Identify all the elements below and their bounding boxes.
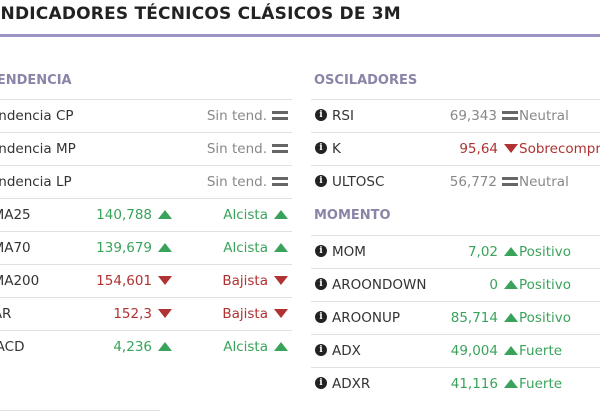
indicator-label: MOM bbox=[332, 244, 366, 260]
indicator-value: 139,679 bbox=[96, 240, 152, 256]
indicator-signal: Neutral bbox=[519, 174, 569, 190]
indicator-signal: Alcista bbox=[223, 339, 268, 355]
indicator-label: Tendencia LP bbox=[0, 174, 72, 190]
indicator-value: 49,004 bbox=[450, 343, 498, 359]
indicator-signal: Alcista bbox=[223, 240, 268, 256]
table-row: i RSI 69,343 Neutral bbox=[311, 99, 600, 132]
info-circle-icon[interactable]: i bbox=[315, 278, 327, 290]
indicator-signal: Sobrecompra bbox=[519, 141, 600, 157]
triangle-up-icon bbox=[158, 209, 172, 219]
section-title-momento: MOMENTO bbox=[314, 208, 391, 223]
triangle-up-icon bbox=[504, 378, 518, 388]
indicator-signal: Bajista bbox=[222, 273, 268, 289]
table-row: iK 95,64 Sobrecompra bbox=[311, 132, 600, 165]
table-row: SAR 152,3 Bajista bbox=[0, 297, 292, 330]
indicator-signal: Sin tend. bbox=[206, 141, 267, 157]
equals-icon bbox=[502, 176, 518, 186]
indicator-signal: Fuerte bbox=[519, 376, 563, 392]
indicator-value: 7,02 bbox=[467, 244, 498, 260]
triangle-up-icon bbox=[274, 209, 288, 219]
indicator-value: 41,116 bbox=[450, 376, 498, 392]
indicator-label: ADX bbox=[332, 343, 361, 359]
indicator-value: 154,601 bbox=[96, 273, 152, 289]
indicator-signal: Neutral bbox=[519, 108, 569, 124]
equals-icon bbox=[502, 110, 518, 120]
triangle-down-icon bbox=[158, 308, 172, 318]
triangle-down-icon bbox=[274, 308, 288, 318]
table-row: Tendencia CP Sin tend. bbox=[0, 99, 292, 132]
indicator-label: AROONUP bbox=[332, 310, 400, 326]
indicator-label: K bbox=[332, 141, 341, 157]
title-divider bbox=[0, 34, 600, 37]
table-row: Tendencia MP Sin tend. bbox=[0, 132, 292, 165]
indicator-value: 4,236 bbox=[113, 339, 152, 355]
divider bbox=[0, 410, 160, 411]
indicator-label: ULTOSC bbox=[332, 174, 385, 190]
indicator-label: SMA200 bbox=[0, 273, 40, 289]
triangle-up-icon bbox=[158, 242, 172, 252]
table-row: MACD 4,236 Alcista bbox=[0, 330, 292, 363]
indicator-label: MACD bbox=[0, 339, 25, 355]
info-circle-icon[interactable]: i bbox=[315, 344, 327, 356]
indicator-label: RSI bbox=[332, 108, 354, 124]
equals-icon bbox=[272, 110, 288, 120]
info-circle-icon[interactable]: i bbox=[315, 109, 327, 121]
triangle-up-icon bbox=[504, 312, 518, 322]
triangle-up-icon bbox=[158, 341, 172, 351]
info-circle-icon[interactable]: i bbox=[315, 142, 327, 154]
indicator-signal: Positivo bbox=[519, 310, 571, 326]
indicator-value: 56,772 bbox=[449, 174, 497, 190]
equals-icon bbox=[272, 176, 288, 186]
indicator-signal: Positivo bbox=[519, 244, 571, 260]
indicator-label: Tendencia MP bbox=[0, 141, 76, 157]
section-title-tendencia: TENDENCIA bbox=[0, 73, 72, 88]
triangle-up-icon bbox=[274, 341, 288, 351]
table-row: i ADXR 41,116 Fuerte bbox=[311, 367, 600, 400]
table-row: SMA200 154,601 Bajista bbox=[0, 264, 292, 297]
triangle-up-icon bbox=[504, 279, 518, 289]
indicator-signal: Fuerte bbox=[519, 343, 563, 359]
triangle-up-icon bbox=[504, 345, 518, 355]
page-title: INDICADORES TÉCNICOS CLÁSICOS DE 3M bbox=[0, 4, 401, 24]
indicator-label: Tendencia CP bbox=[0, 108, 74, 124]
table-row: Tendencia LP Sin tend. bbox=[0, 165, 292, 198]
section-title-osciladores: OSCILADORES bbox=[314, 73, 418, 88]
info-circle-icon[interactable]: i bbox=[315, 377, 327, 389]
table-row: SMA25 140,788 Alcista bbox=[0, 198, 292, 231]
triangle-down-icon bbox=[274, 275, 288, 285]
equals-icon bbox=[272, 143, 288, 153]
indicator-signal: Positivo bbox=[519, 277, 571, 293]
indicator-signal: Alcista bbox=[223, 207, 268, 223]
table-row: i AROONDOWN 0 Positivo bbox=[311, 268, 600, 301]
indicator-label: SMA70 bbox=[0, 240, 31, 256]
triangle-down-icon bbox=[504, 143, 518, 153]
indicator-value: 140,788 bbox=[96, 207, 152, 223]
indicator-label: SAR bbox=[0, 306, 12, 322]
indicator-label: ADXR bbox=[332, 376, 371, 392]
info-circle-icon[interactable]: i bbox=[315, 245, 327, 257]
indicator-value: 152,3 bbox=[113, 306, 152, 322]
indicator-value: 85,714 bbox=[450, 310, 498, 326]
indicator-value: 69,343 bbox=[449, 108, 497, 124]
indicator-value: 0 bbox=[489, 277, 498, 293]
indicator-signal: Sin tend. bbox=[206, 108, 267, 124]
indicator-label: SMA25 bbox=[0, 207, 31, 223]
table-row: i MOM 7,02 Positivo bbox=[311, 235, 600, 268]
table-row: i AROONUP 85,714 Positivo bbox=[311, 301, 600, 334]
triangle-down-icon bbox=[158, 275, 172, 285]
table-row: i ADX 49,004 Fuerte bbox=[311, 334, 600, 367]
table-row: i ULTOSC 56,772 Neutral bbox=[311, 165, 600, 198]
indicator-label: AROONDOWN bbox=[332, 277, 427, 293]
table-row: SMA70 139,679 Alcista bbox=[0, 231, 292, 264]
indicator-signal: Sin tend. bbox=[206, 174, 267, 190]
info-circle-icon[interactable]: i bbox=[315, 311, 327, 323]
indicator-value: 95,64 bbox=[459, 141, 498, 157]
triangle-up-icon bbox=[274, 242, 288, 252]
triangle-up-icon bbox=[504, 246, 518, 256]
indicator-signal: Bajista bbox=[222, 306, 268, 322]
info-circle-icon[interactable]: i bbox=[315, 175, 327, 187]
